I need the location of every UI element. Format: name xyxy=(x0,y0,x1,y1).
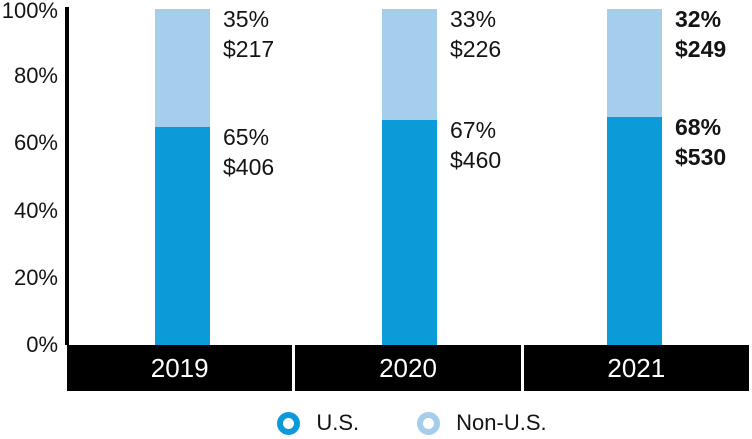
bar-segment-non-us xyxy=(155,9,210,127)
pct-label: 32% xyxy=(675,6,722,32)
x-axis-label-2019: 2019 xyxy=(67,345,293,391)
y-axis-tick-label: 100% xyxy=(1,0,58,23)
us-ring-icon xyxy=(277,411,301,435)
bar-2021 xyxy=(607,9,662,345)
legend: U.S. Non-U.S. xyxy=(0,408,752,438)
y-axis-tick-label: 40% xyxy=(13,197,58,223)
value-label-non-us-2020: 33% $226 xyxy=(450,4,501,64)
legend-item-us: U.S. xyxy=(277,410,359,436)
y-axis-line xyxy=(65,7,69,345)
y-axis-tick-label: 0% xyxy=(26,332,58,357)
value-label-us-2021: 68% $530 xyxy=(675,112,726,172)
pct-label: 35% xyxy=(223,6,270,32)
pct-label: 33% xyxy=(450,6,497,32)
bar-segment-us xyxy=(155,126,210,345)
legend-label-us: U.S. xyxy=(316,410,360,435)
usd-label: $460 xyxy=(450,147,502,173)
value-label-non-us-2021: 32% $249 xyxy=(675,4,726,64)
legend-label-non-us: Non-U.S. xyxy=(456,410,547,435)
value-label-non-us-2019: 35% $217 xyxy=(223,4,274,64)
x-axis-band: 2019 2020 2021 xyxy=(67,345,749,391)
usd-label: $406 xyxy=(223,154,275,180)
usd-label: $530 xyxy=(675,144,727,170)
bar-segment-us xyxy=(382,119,437,345)
bar-segment-non-us xyxy=(382,9,437,120)
usd-label: $226 xyxy=(450,36,502,62)
usd-label: $249 xyxy=(675,36,727,62)
x-axis-label-2021: 2021 xyxy=(523,345,749,391)
x-axis-label-2020: 2020 xyxy=(295,345,521,391)
value-label-us-2019: 65% $406 xyxy=(223,122,274,182)
y-axis-tick-label: 60% xyxy=(13,130,58,156)
bar-2020 xyxy=(382,9,437,345)
pct-label: 65% xyxy=(223,124,270,150)
value-label-us-2020: 67% $460 xyxy=(450,115,501,175)
non-us-ring-icon xyxy=(417,411,441,435)
bar-2019 xyxy=(155,9,210,345)
bar-segment-non-us xyxy=(607,9,662,117)
y-axis-tick-label: 80% xyxy=(13,63,58,89)
pct-label: 67% xyxy=(450,117,497,143)
legend-item-non-us: Non-U.S. xyxy=(417,410,547,436)
y-axis-tick-label: 20% xyxy=(13,264,58,290)
bar-segment-us xyxy=(607,116,662,345)
pct-label: 68% xyxy=(675,114,722,140)
usd-label: $217 xyxy=(223,36,275,62)
